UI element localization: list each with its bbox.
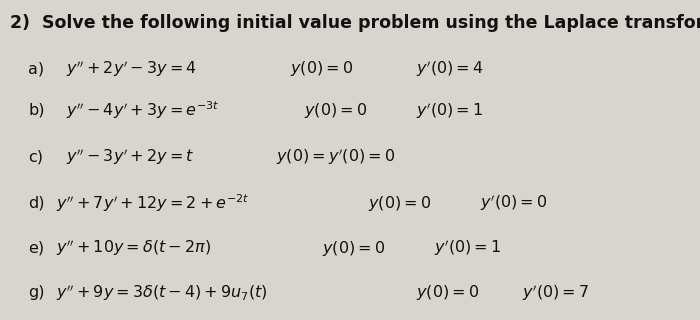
Text: $y'' + 9y = 3\delta(t - 4) + 9u_7(t)$: $y'' + 9y = 3\delta(t - 4) + 9u_7(t)$: [56, 283, 267, 303]
Text: 2)  Solve the following initial value problem using the Laplace transform.: 2) Solve the following initial value pro…: [10, 14, 700, 32]
Text: $y'' + 7y' + 12y = 2 + e^{-2t}$: $y'' + 7y' + 12y = 2 + e^{-2t}$: [56, 192, 249, 214]
Text: $y'' - 3y' + 2y = t$: $y'' - 3y' + 2y = t$: [66, 147, 195, 167]
Text: $y(0) = y'(0) = 0$: $y(0) = y'(0) = 0$: [276, 147, 395, 167]
Text: c): c): [28, 149, 43, 164]
Text: $y(0) = 0$: $y(0) = 0$: [416, 283, 480, 302]
Text: $y'(0) = 1$: $y'(0) = 1$: [434, 238, 501, 258]
Text: $y'(0) = 7$: $y'(0) = 7$: [522, 283, 589, 303]
Text: $y(0) = 0$: $y(0) = 0$: [304, 101, 368, 120]
Text: a): a): [28, 61, 44, 76]
Text: e): e): [28, 241, 44, 255]
Text: $y(0) = 0$: $y(0) = 0$: [290, 59, 354, 78]
Text: g): g): [28, 285, 45, 300]
Text: d): d): [28, 196, 45, 211]
Text: $y'' + 2y' - 3y = 4$: $y'' + 2y' - 3y = 4$: [66, 59, 197, 79]
Text: $y(0) = 0$: $y(0) = 0$: [322, 238, 385, 258]
Text: $y(0) = 0$: $y(0) = 0$: [368, 194, 430, 213]
Text: $y'(0) = 1$: $y'(0) = 1$: [416, 100, 484, 121]
Text: $y'' + 10y = \delta(t - 2\pi)$: $y'' + 10y = \delta(t - 2\pi)$: [56, 238, 211, 258]
Text: b): b): [28, 103, 45, 118]
Text: $y'' - 4y' + 3y = e^{-3t}$: $y'' - 4y' + 3y = e^{-3t}$: [66, 100, 220, 121]
Text: $y'(0) = 0$: $y'(0) = 0$: [480, 193, 547, 213]
Text: $y'(0) = 4$: $y'(0) = 4$: [416, 59, 484, 79]
